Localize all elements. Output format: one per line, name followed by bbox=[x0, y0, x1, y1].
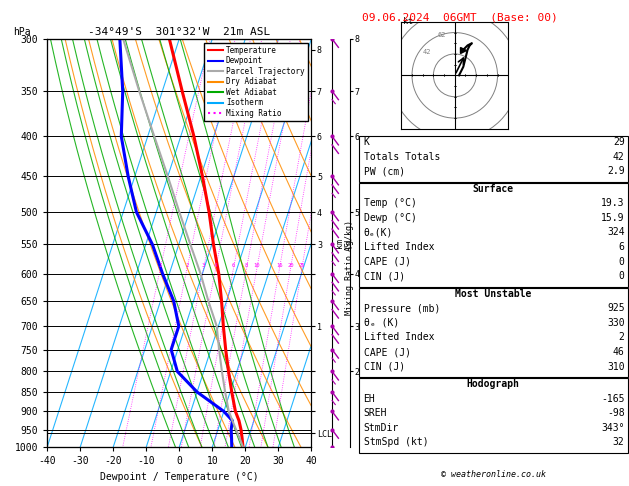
Text: CIN (J): CIN (J) bbox=[364, 271, 404, 281]
Text: Pressure (mb): Pressure (mb) bbox=[364, 303, 440, 313]
Text: 330: 330 bbox=[607, 318, 625, 328]
Text: 6: 6 bbox=[232, 263, 235, 268]
Text: 925: 925 bbox=[607, 303, 625, 313]
Text: 2: 2 bbox=[619, 332, 625, 343]
Text: 15.9: 15.9 bbox=[601, 213, 625, 223]
Text: Most Unstable: Most Unstable bbox=[455, 289, 532, 299]
Text: StmDir: StmDir bbox=[364, 423, 399, 433]
Text: 2.9: 2.9 bbox=[607, 166, 625, 176]
Text: StmSpd (kt): StmSpd (kt) bbox=[364, 437, 428, 448]
Text: Lifted Index: Lifted Index bbox=[364, 242, 434, 252]
Text: 46: 46 bbox=[613, 347, 625, 357]
Legend: Temperature, Dewpoint, Parcel Trajectory, Dry Adiabat, Wet Adiabat, Isotherm, Mi: Temperature, Dewpoint, Parcel Trajectory… bbox=[204, 43, 308, 121]
Text: 4: 4 bbox=[214, 263, 218, 268]
Text: 32: 32 bbox=[613, 437, 625, 448]
Text: 42: 42 bbox=[423, 49, 431, 55]
Title: -34°49'S  301°32'W  21m ASL: -34°49'S 301°32'W 21m ASL bbox=[88, 27, 270, 37]
Text: 2: 2 bbox=[186, 263, 189, 268]
Text: 310: 310 bbox=[607, 362, 625, 372]
Text: 20: 20 bbox=[287, 263, 294, 268]
Text: 29: 29 bbox=[613, 137, 625, 147]
Text: 25: 25 bbox=[299, 263, 305, 268]
Text: Dewp (°C): Dewp (°C) bbox=[364, 213, 416, 223]
X-axis label: Dewpoint / Temperature (°C): Dewpoint / Temperature (°C) bbox=[100, 472, 259, 482]
Text: 3: 3 bbox=[202, 263, 205, 268]
Text: 10: 10 bbox=[253, 263, 260, 268]
Text: 42: 42 bbox=[613, 152, 625, 162]
Text: 09.06.2024  06GMT  (Base: 00): 09.06.2024 06GMT (Base: 00) bbox=[362, 12, 557, 22]
Text: kt: kt bbox=[403, 17, 413, 26]
Text: Surface: Surface bbox=[472, 184, 514, 194]
Text: PW (cm): PW (cm) bbox=[364, 166, 404, 176]
Text: CAPE (J): CAPE (J) bbox=[364, 347, 411, 357]
Text: Totals Totals: Totals Totals bbox=[364, 152, 440, 162]
Text: Temp (°C): Temp (°C) bbox=[364, 198, 416, 208]
Text: 8: 8 bbox=[245, 263, 248, 268]
Text: 324: 324 bbox=[607, 227, 625, 238]
Text: hPa: hPa bbox=[13, 27, 30, 37]
Text: CAPE (J): CAPE (J) bbox=[364, 257, 411, 267]
Text: -98: -98 bbox=[607, 408, 625, 418]
Text: 62: 62 bbox=[438, 32, 446, 38]
Text: 1: 1 bbox=[159, 263, 162, 268]
Text: θₑ (K): θₑ (K) bbox=[364, 318, 399, 328]
Text: EH: EH bbox=[364, 394, 376, 404]
Text: 0: 0 bbox=[619, 271, 625, 281]
Text: Mixing Ratio (g/kg): Mixing Ratio (g/kg) bbox=[345, 220, 353, 315]
Text: θₑ(K): θₑ(K) bbox=[364, 227, 393, 238]
Text: K: K bbox=[364, 137, 369, 147]
Text: 6: 6 bbox=[619, 242, 625, 252]
Text: SREH: SREH bbox=[364, 408, 387, 418]
Text: 19.3: 19.3 bbox=[601, 198, 625, 208]
Text: 0: 0 bbox=[619, 257, 625, 267]
Text: CIN (J): CIN (J) bbox=[364, 362, 404, 372]
Text: -165: -165 bbox=[601, 394, 625, 404]
Text: 16: 16 bbox=[276, 263, 283, 268]
Y-axis label: km
ASL: km ASL bbox=[335, 236, 354, 250]
Text: 343°: 343° bbox=[601, 423, 625, 433]
Text: Lifted Index: Lifted Index bbox=[364, 332, 434, 343]
Text: Hodograph: Hodograph bbox=[467, 379, 520, 389]
Text: © weatheronline.co.uk: © weatheronline.co.uk bbox=[441, 469, 545, 479]
